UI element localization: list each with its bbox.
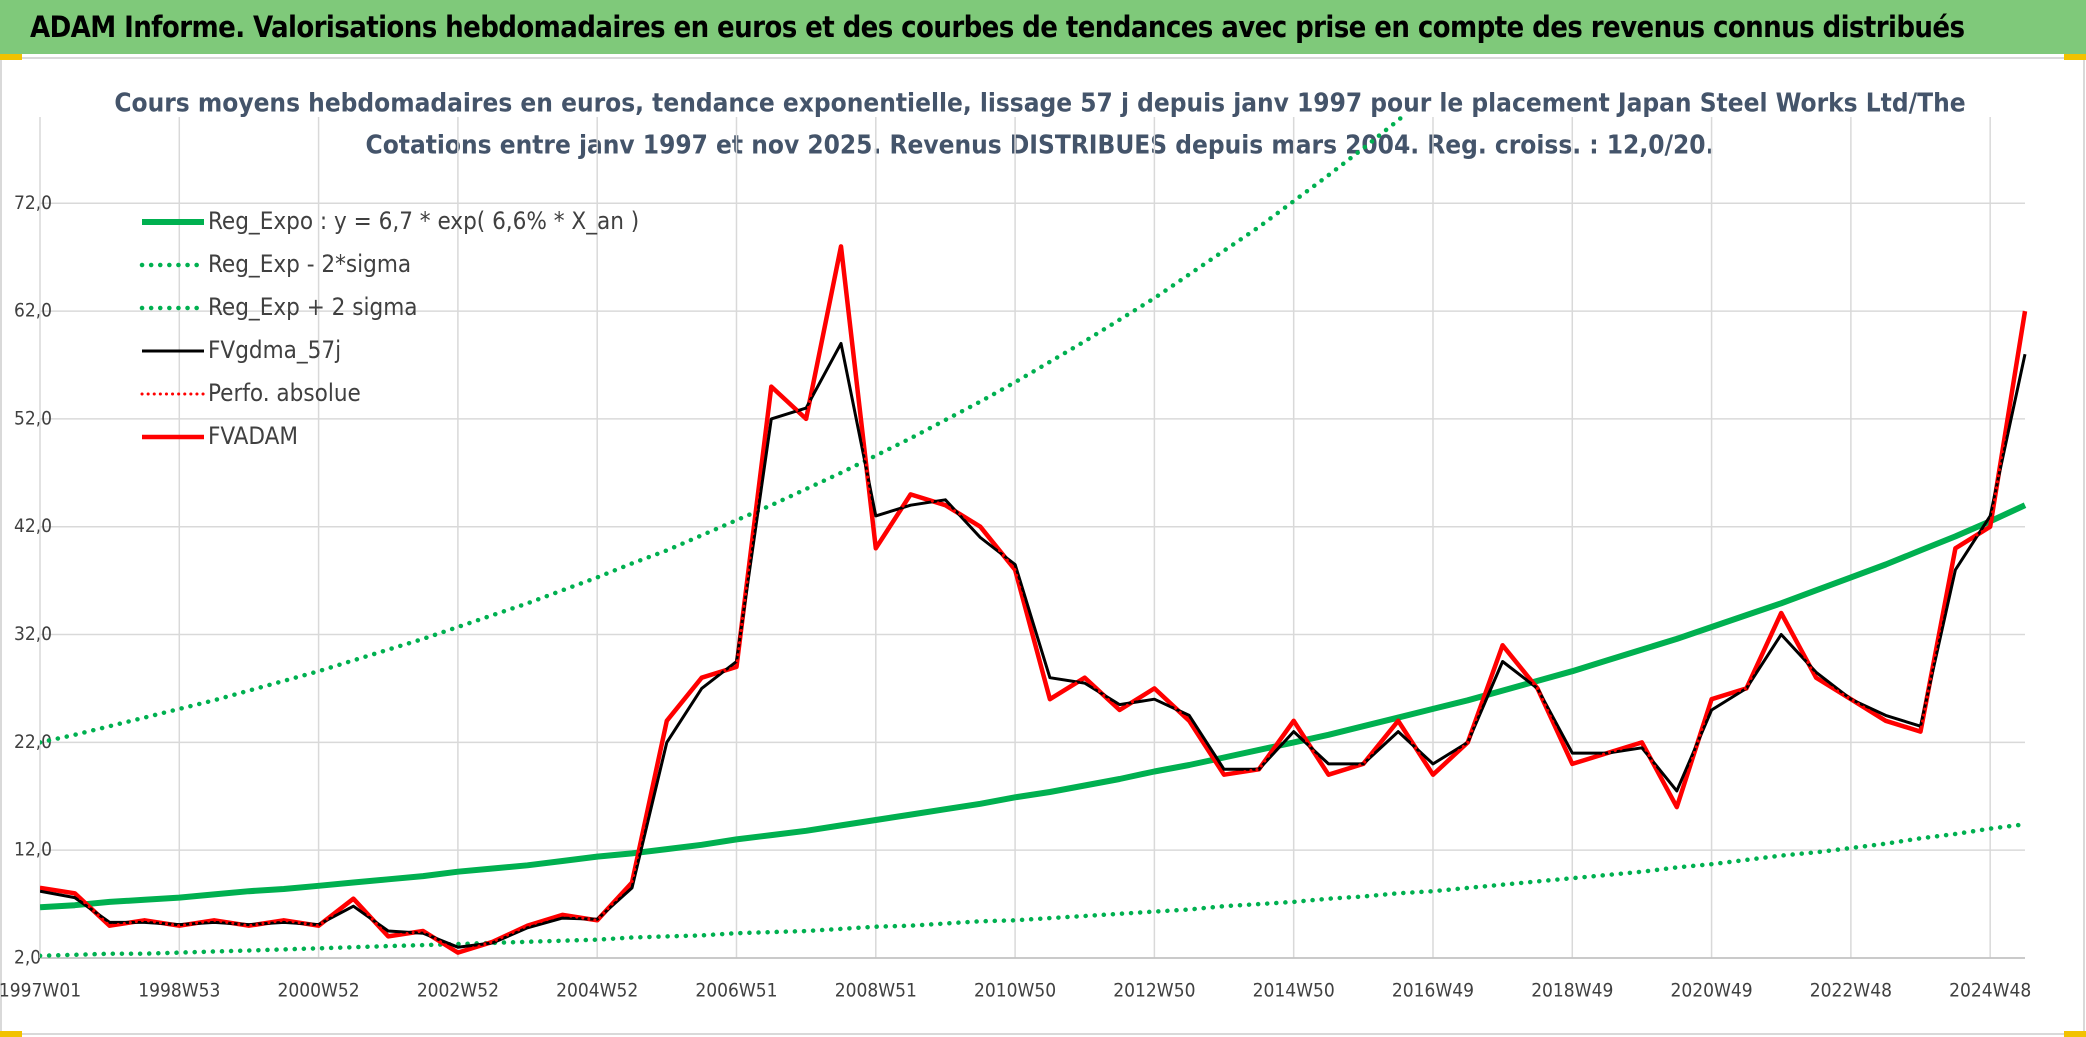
header-title: ADAM Informe. Valorisations hebdomadaire…: [30, 10, 1965, 44]
legend-label: Reg_Exp - 2*sigma: [208, 250, 411, 278]
x-tick-label: 2006W51: [695, 980, 777, 1002]
series-line: [40, 116, 1407, 745]
x-tick-label: 2004W52: [556, 980, 638, 1002]
chart: Cours moyens hebdomadaires en euros, ten…: [0, 54, 2086, 1037]
x-tick-label: 1998W53: [138, 980, 220, 1002]
y-tick-label: 2,0: [14, 947, 41, 969]
chart-title: Cours moyens hebdomadaires en euros, ten…: [114, 89, 1965, 119]
x-tick-label: 2020W49: [1671, 980, 1753, 1002]
legend-label: Reg_Expo : y = 6,7 * exp( 6,6% * X_an ): [208, 207, 639, 235]
legend-label: Perfo. absolue: [208, 379, 361, 407]
x-tick-label: 2002W52: [417, 980, 499, 1002]
y-tick-label: 32,0: [14, 623, 52, 645]
x-tick-label: 2024W48: [1949, 980, 2031, 1002]
y-tick-label: 42,0: [14, 515, 52, 537]
x-tick-label: 1997W01: [0, 980, 81, 1002]
y-tick-label: 52,0: [14, 407, 52, 429]
legend-label: FVADAM: [208, 422, 298, 450]
y-tick-label: 72,0: [14, 192, 52, 214]
x-tick-label: 2014W50: [1253, 980, 1335, 1002]
y-tick-label: 62,0: [14, 300, 52, 322]
x-tick-label: 2022W48: [1810, 980, 1892, 1002]
plot-area: [40, 116, 2028, 959]
legend-label: FVgdma_57j: [208, 336, 341, 364]
x-tick-label: 2012W50: [1113, 980, 1195, 1002]
x-tick-label: 2018W49: [1531, 980, 1613, 1002]
x-tick-label: 2010W50: [974, 980, 1056, 1002]
series-line: [40, 502, 2027, 911]
series-line: [40, 246, 2027, 955]
chart-subtitle: Cotations entre janv 1997 et nov 2025. R…: [366, 131, 1715, 161]
chart-frame: [0, 57, 2085, 1035]
corner: [0, 1031, 22, 1037]
x-tick-label: 2008W51: [835, 980, 917, 1002]
corner: [2064, 54, 2086, 60]
series-line: [40, 822, 2028, 959]
x-tick-label: 2016W49: [1392, 980, 1474, 1002]
corner: [2064, 1031, 2086, 1037]
y-tick-label: 12,0: [14, 839, 52, 861]
legend-label: Reg_Exp + 2 sigma: [208, 293, 417, 321]
header: ADAM Informe. Valorisations hebdomadaire…: [0, 0, 2086, 54]
x-tick-label: 2000W52: [278, 980, 360, 1002]
corner: [0, 54, 22, 60]
y-tick-label: 22,0: [14, 731, 52, 753]
